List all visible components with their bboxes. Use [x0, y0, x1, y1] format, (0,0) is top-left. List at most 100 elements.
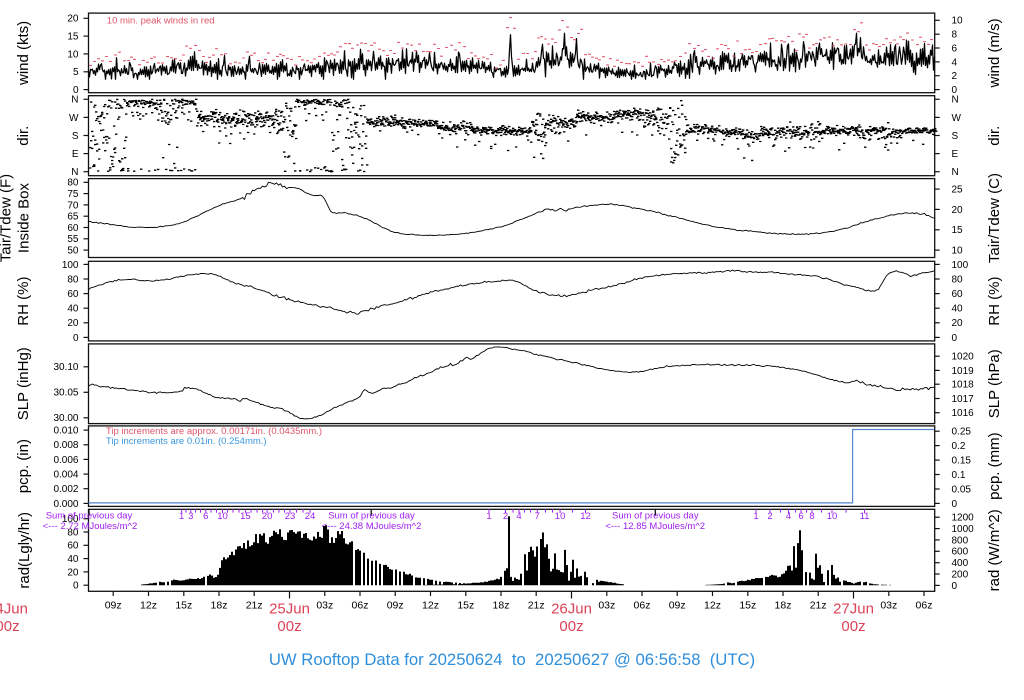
svg-text:N: N — [71, 167, 78, 178]
svg-text:2: 2 — [767, 511, 772, 522]
svg-text:W: W — [952, 113, 962, 124]
svg-text:3: 3 — [188, 511, 193, 522]
svg-text:70: 70 — [67, 200, 79, 211]
svg-text:0: 0 — [73, 581, 79, 592]
svg-text:24: 24 — [305, 511, 316, 522]
svg-text:03z: 03z — [880, 600, 897, 612]
svg-text:60: 60 — [952, 289, 964, 300]
svg-text:4: 4 — [516, 511, 521, 522]
svg-text:RH (%): RH (%) — [986, 277, 1003, 326]
svg-text:4: 4 — [952, 57, 958, 68]
svg-text:0.000: 0.000 — [53, 499, 78, 510]
svg-text:0.2: 0.2 — [952, 441, 966, 452]
svg-text:21z: 21z — [528, 600, 545, 612]
svg-text:03z: 03z — [316, 600, 333, 612]
svg-text:40: 40 — [952, 304, 964, 315]
svg-text:15z: 15z — [739, 600, 756, 612]
svg-text:6: 6 — [952, 43, 958, 54]
svg-text:40: 40 — [67, 554, 79, 565]
svg-text:wind (kts): wind (kts) — [15, 21, 32, 86]
svg-text:2: 2 — [952, 71, 958, 82]
svg-text:1: 1 — [486, 511, 491, 522]
svg-text:8: 8 — [809, 511, 814, 522]
svg-text:12: 12 — [580, 511, 591, 522]
svg-text:12z: 12z — [140, 600, 157, 612]
svg-text:12z: 12z — [422, 600, 439, 612]
svg-text:2: 2 — [503, 511, 508, 522]
svg-text:SLP (hPa): SLP (hPa) — [986, 349, 1003, 418]
svg-text:65: 65 — [67, 212, 79, 223]
svg-text:1: 1 — [179, 511, 184, 522]
svg-text:10: 10 — [952, 16, 964, 27]
svg-text:0.006: 0.006 — [53, 455, 78, 466]
svg-text:5: 5 — [73, 67, 79, 78]
svg-text:wind (m/s): wind (m/s) — [986, 18, 1003, 88]
svg-text:Tair/Tdew (F): Tair/Tdew (F) — [0, 174, 15, 262]
svg-text:20: 20 — [67, 318, 79, 329]
svg-text:1000: 1000 — [952, 524, 975, 535]
svg-text:18z: 18z — [211, 600, 228, 612]
svg-text:0.002: 0.002 — [53, 484, 78, 495]
svg-text:N: N — [71, 95, 78, 106]
svg-text:12z: 12z — [704, 600, 721, 612]
svg-text:15z: 15z — [457, 600, 474, 612]
svg-text:0.05: 0.05 — [952, 484, 972, 495]
svg-text:06z: 06z — [634, 600, 651, 612]
svg-text:55: 55 — [67, 234, 79, 245]
svg-text:15: 15 — [240, 511, 251, 522]
svg-text:8: 8 — [952, 30, 958, 41]
svg-text:pcp. (in): pcp. (in) — [15, 439, 32, 493]
svg-text:4: 4 — [786, 511, 791, 522]
svg-text:0.004: 0.004 — [53, 470, 78, 481]
svg-text:40: 40 — [67, 304, 79, 315]
svg-text:15: 15 — [952, 225, 964, 236]
svg-text:23: 23 — [285, 511, 296, 522]
svg-text:200: 200 — [952, 569, 969, 580]
svg-text:1016: 1016 — [952, 408, 975, 419]
svg-text:0.008: 0.008 — [53, 440, 78, 451]
svg-text:20: 20 — [67, 14, 79, 25]
svg-text:0: 0 — [952, 85, 958, 96]
svg-text:0: 0 — [952, 581, 958, 592]
svg-text:Sum of previous day: Sum of previous day — [612, 511, 699, 522]
svg-text:0.15: 0.15 — [952, 456, 972, 467]
svg-text:80: 80 — [952, 274, 964, 285]
svg-text:1017: 1017 — [952, 394, 975, 405]
svg-text:1019: 1019 — [952, 366, 975, 377]
svg-text:6: 6 — [203, 511, 208, 522]
svg-text:25Jun: 25Jun — [269, 601, 310, 618]
svg-text:20: 20 — [952, 318, 964, 329]
svg-text:09z: 09z — [669, 600, 686, 612]
svg-text:30.05: 30.05 — [53, 388, 78, 399]
svg-text:SLP (inHg): SLP (inHg) — [15, 347, 32, 420]
svg-text:18z: 18z — [775, 600, 792, 612]
svg-text:<--- 12.85 MJoules/m^2: <--- 12.85 MJoules/m^2 — [605, 521, 705, 532]
svg-text:RH (%): RH (%) — [15, 277, 32, 326]
svg-text:Sum of previous day: Sum of previous day — [328, 511, 415, 522]
svg-text:10: 10 — [952, 246, 964, 257]
svg-text:600: 600 — [952, 547, 969, 558]
svg-text:Inside Box: Inside Box — [16, 183, 33, 254]
svg-text:10 min. peak winds in red: 10 min. peak winds in red — [107, 16, 215, 27]
svg-text:100: 100 — [952, 260, 969, 271]
svg-text:60: 60 — [67, 541, 79, 552]
svg-text:dir.: dir. — [986, 126, 1003, 146]
svg-text:<--- 2.72 MJoules/m^2: <--- 2.72 MJoules/m^2 — [43, 521, 137, 532]
svg-text:E: E — [72, 149, 79, 160]
svg-text:60: 60 — [67, 223, 79, 234]
svg-text:1018: 1018 — [952, 380, 975, 391]
svg-text:27Jun: 27Jun — [833, 601, 874, 618]
svg-text:rad(Lgly/hr): rad(Lgly/hr) — [16, 512, 33, 589]
svg-text:Tip increments are 0.01in. (0.: Tip increments are 0.01in. (0.254mm.) — [106, 436, 267, 447]
svg-text:0.010: 0.010 — [53, 426, 78, 437]
svg-text:6: 6 — [798, 511, 803, 522]
svg-text:N: N — [952, 95, 959, 106]
svg-text:20: 20 — [952, 205, 964, 216]
svg-text:18z: 18z — [493, 600, 510, 612]
svg-text:800: 800 — [952, 535, 969, 546]
svg-text:09z: 09z — [387, 600, 404, 612]
svg-text:50: 50 — [67, 246, 79, 257]
svg-text:10: 10 — [67, 49, 79, 60]
svg-text:Tip increments are approx. 0.0: Tip increments are approx. 0.00171in. (0… — [106, 426, 322, 437]
svg-text:0: 0 — [952, 499, 958, 510]
